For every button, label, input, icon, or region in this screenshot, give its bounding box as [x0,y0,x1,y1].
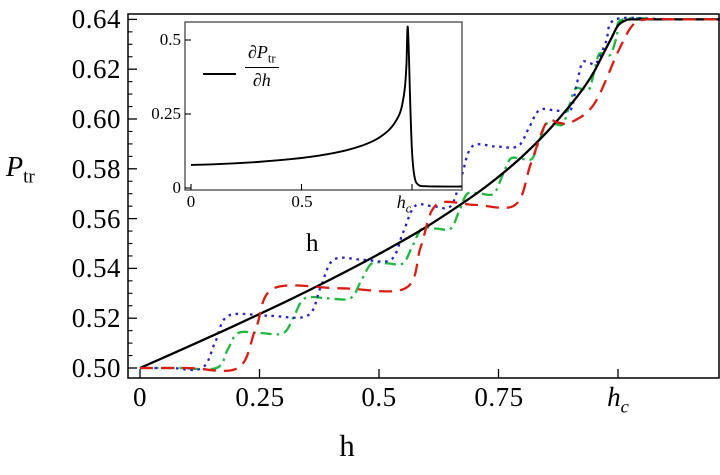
hc-sub: c [620,396,629,417]
legend-den-base: h [261,70,271,91]
y-tick-label: 0.60 [71,104,121,134]
legend-numerator: ∂Ptr [245,41,279,69]
y-tick-label: 0.50 [71,353,121,383]
y-axis-label: Ptr [6,152,35,189]
plot-annotation-h: h [306,230,319,258]
partial-symbol: ∂ [248,42,257,62]
plot-annotation-h-text: h [306,230,319,257]
y-axis-label-sub: tr [23,166,35,188]
x-axis-label-text: h [339,428,355,463]
y-tick-label: 0.54 [71,253,121,283]
x-tick-label: 0.5 [361,382,397,412]
main-plot-frame [127,13,720,379]
x-tick-label: 0.75 [474,382,524,412]
y-tick-label: 0.64 [71,4,121,34]
legend-num-sub: tr [267,51,276,66]
y-tick-label: 0.52 [71,303,121,333]
inset-x-tick-label: 0 [186,192,196,211]
y-axis-label-base: P [6,152,24,183]
y-tick-label: 0.62 [71,54,121,84]
partial-symbol: ∂ [252,70,262,91]
inset-hc-base: h [396,192,406,212]
y-tick-label: 0.56 [71,204,121,234]
inset-legend-label: ∂Ptr ∂h [245,41,279,92]
inset-y-tick-label: 0.5 [159,30,181,49]
x-tick-label-hc: hc [573,382,663,417]
hc-base: h [607,382,621,412]
curve-transition-probability-smooth [139,18,720,370]
legend-num-base: P [256,42,268,62]
legend-denominator: ∂h [245,68,279,92]
x-tick-label: 0.25 [235,382,285,412]
inset-y-tick-label: 0 [172,178,182,197]
inset-x-tick-label: 0.5 [291,192,313,211]
x-tick-label: 0 [133,382,147,412]
inset-y-tick-label: 0.25 [151,104,181,123]
curve-staircase-large-steps [140,17,720,373]
inset-x-tick-label-hc: hc [374,192,434,217]
x-axis-label: h [317,428,377,464]
inset-hc-sub: c [405,201,412,216]
inset-frame [184,21,463,191]
curve-derivative-dPtr-dh [190,25,462,188]
y-tick-label: 0.58 [71,154,121,184]
